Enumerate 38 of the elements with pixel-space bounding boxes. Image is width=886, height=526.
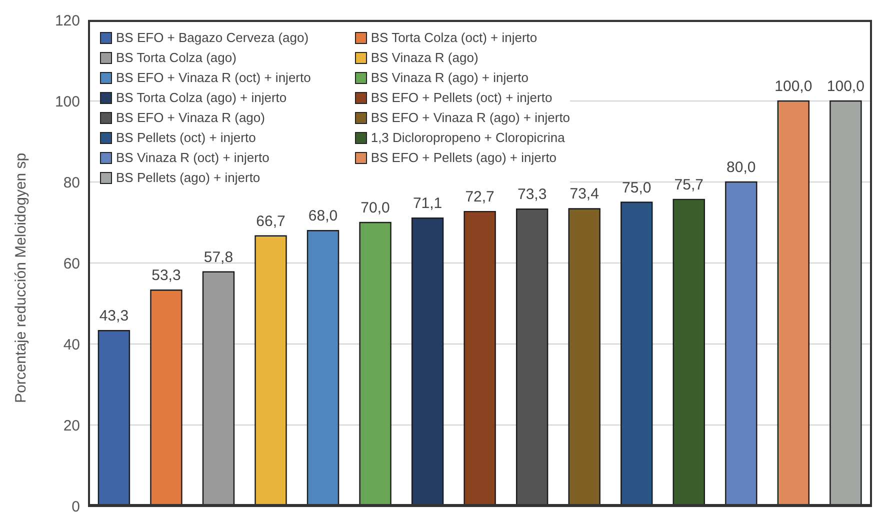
legend-label: BS EFO + Pellets (oct) + injerto	[370, 89, 552, 107]
data-label: 100,0	[826, 78, 864, 95]
y-axis-title: Porcentaje reducción Meloidogyen sp	[12, 152, 30, 403]
data-label: 71,1	[412, 195, 442, 212]
legend-label: BS EFO + Vinaza R (ago)	[116, 109, 265, 127]
y-tick-label: 60	[63, 255, 80, 272]
data-label: 80,0	[726, 159, 756, 176]
y-tick-label: 20	[63, 417, 80, 434]
legend-label: 1,3 Dicloropropeno + Cloropicrina	[370, 129, 565, 147]
data-label: 43,3	[99, 308, 129, 325]
legend-label: BS Vinaza R (ago) + injerto	[370, 69, 528, 87]
y-tick-label: 80	[63, 174, 80, 192]
legend-label: BS Torta Colza (oct) + injerto	[370, 29, 538, 47]
data-label: 68,0	[308, 208, 338, 225]
legend-label: BS Torta Colza (ago) + injerto	[116, 89, 287, 107]
legend-label: BS EFO + Pellets (ago) + injerto	[370, 149, 557, 167]
data-label: 72,7	[465, 188, 494, 206]
data-label: 53,3	[152, 267, 181, 284]
data-label: 66,7	[256, 212, 286, 230]
y-tick-label: 40	[63, 336, 80, 354]
data-label: 73,4	[570, 186, 599, 203]
y-tick-label: 120	[54, 12, 80, 30]
legend-label: BS EFO + Bagazo Cerveza (ago)	[116, 29, 309, 47]
y-tick-label: 100	[54, 93, 80, 110]
data-label: 57,8	[204, 248, 234, 266]
data-label: 75,7	[674, 176, 704, 194]
legend-label: BS Pellets (oct) + injerto	[116, 129, 256, 147]
y-tick-label: 0	[72, 498, 80, 516]
data-label: 73,3	[517, 186, 547, 204]
legend-label: BS Vinaza R (ago)	[370, 49, 478, 67]
legend-label: BS EFO + Vinaza R (ago) + injerto	[370, 109, 570, 127]
legend-label: BS EFO + Vinaza R (oct) + injerto	[116, 69, 311, 87]
legend-label: BS Pellets (ago) + injerto	[116, 169, 260, 187]
data-label: 70,0	[360, 200, 390, 216]
data-label: 100,0	[774, 78, 812, 95]
legend-label: BS Torta Colza (ago)	[116, 49, 236, 67]
data-label: 75,0	[622, 179, 652, 196]
legend-label: BS Vinaza R (oct) + injerto	[116, 149, 270, 167]
